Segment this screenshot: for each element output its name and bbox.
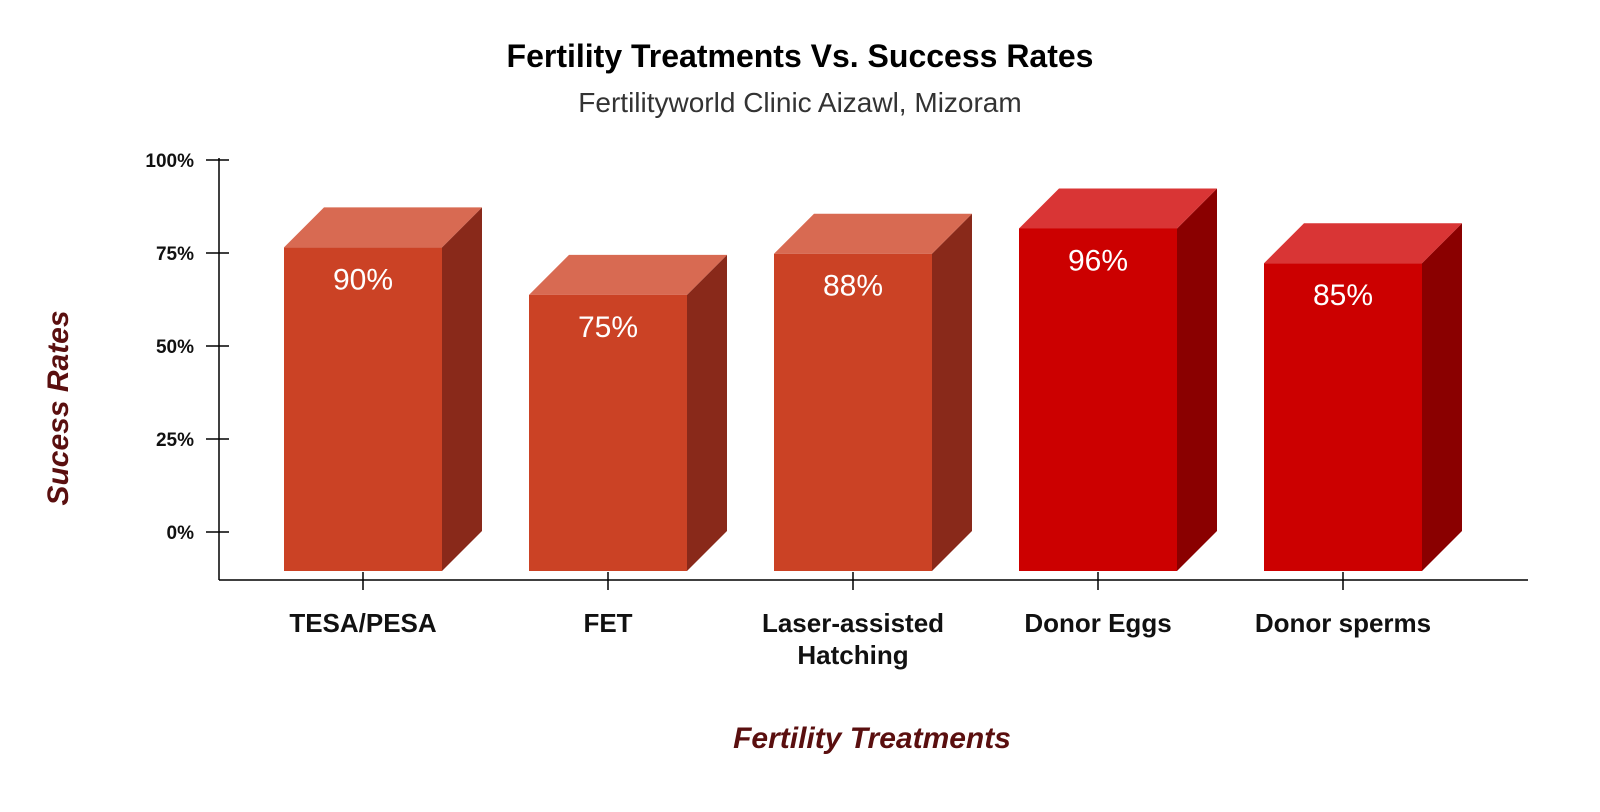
bar-4: 85% [1264,223,1462,572]
bar-front-face [1264,263,1422,571]
y-axis-title: Sucess Rates [42,310,75,505]
x-tick-label: FET [583,608,632,638]
bar-side-face [1422,223,1462,572]
x-tick-label: TESA/PESA [289,608,437,638]
y-tick-label: 0% [167,523,195,544]
bar-0: 90% [284,207,482,572]
y-axis: 0% 25% 50% 75% 100% [145,151,229,580]
bar-top-face [529,254,727,295]
bar-top-face [284,207,482,248]
data-label: 88% [823,270,883,303]
chart-title: Fertility Treatments Vs. Success Rates [507,38,1094,74]
bar-side-face [932,213,972,571]
y-tick-label: 100% [145,151,194,172]
data-label: 90% [333,263,393,296]
bar-front-face [284,247,442,572]
bar-side-face [687,254,727,571]
bar-side-face [1177,188,1217,571]
y-tick-label: 50% [156,337,194,358]
data-label: 75% [578,311,638,344]
bars: 90% 75% 88% 96% 85% [284,188,1462,572]
x-axis-title: Fertility Treatments [733,722,1011,755]
bar-side-face [442,207,482,572]
x-tick-label: Laser-assisted [762,608,944,638]
bar-front-face [529,294,687,571]
bar-3: 96% [1019,188,1217,571]
chart-subtitle: Fertilityworld Clinic Aizawl, Mizoram [578,87,1021,118]
bar-1: 75% [529,254,727,571]
bar-top-face [774,213,972,254]
bar-front-face [1019,228,1177,571]
y-tick-label: 25% [156,430,194,451]
bar-2: 88% [774,213,972,571]
x-tick-label: Hatching [797,640,908,670]
x-tick-label: Donor sperms [1255,608,1431,638]
data-label: 96% [1068,244,1128,277]
x-tick-label: Donor Eggs [1024,608,1171,638]
bar-top-face [1264,223,1462,264]
bar-top-face [1019,188,1217,229]
y-tick-label: 75% [156,244,194,265]
data-label: 85% [1313,279,1373,312]
bar-front-face [774,253,932,571]
